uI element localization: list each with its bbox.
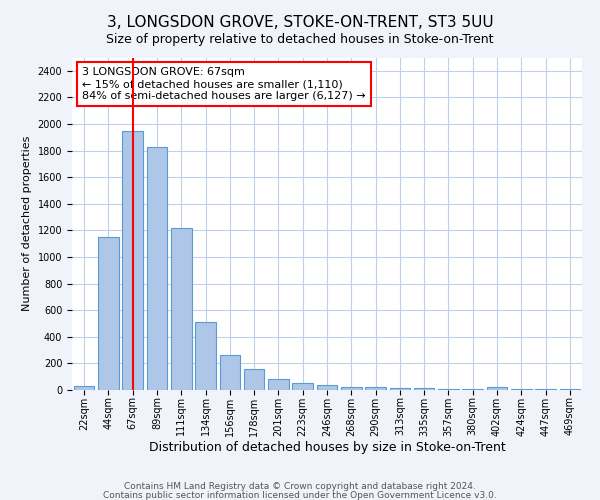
Y-axis label: Number of detached properties: Number of detached properties (22, 136, 32, 312)
X-axis label: Distribution of detached houses by size in Stoke-on-Trent: Distribution of detached houses by size … (149, 441, 505, 454)
Bar (122, 130, 143, 390)
Bar (171, 228, 191, 390)
Bar (341, 388, 362, 390)
Text: Contains public sector information licensed under the Open Government Licence v3: Contains public sector information licen… (103, 490, 497, 500)
Text: Contains HM Land Registry data © Crown copyright and database right 2024.: Contains HM Land Registry data © Crown c… (124, 482, 476, 491)
Bar (268, 378, 289, 390)
Bar (317, 384, 337, 390)
Bar (365, 388, 386, 390)
Bar (414, 388, 434, 390)
Bar (74, 386, 94, 390)
Text: 3, LONGSDON GROVE, STOKE-ON-TRENT, ST3 5UU: 3, LONGSDON GROVE, STOKE-ON-TRENT, ST3 5… (107, 15, 493, 30)
Bar (487, 388, 508, 390)
Text: 3 LONGSDON GROVE: 67sqm
← 15% of detached houses are smaller (1,110)
84% of semi: 3 LONGSDON GROVE: 67sqm ← 15% of detache… (82, 68, 366, 100)
Bar (389, 388, 410, 390)
Bar (463, 389, 483, 390)
Text: Size of property relative to detached houses in Stoke-on-Trent: Size of property relative to detached ho… (106, 32, 494, 46)
Bar (244, 370, 265, 390)
Bar (438, 388, 459, 390)
Bar (146, 146, 167, 390)
Bar (220, 355, 240, 390)
Bar (292, 384, 313, 390)
Bar (98, 237, 119, 390)
Bar (195, 322, 216, 390)
